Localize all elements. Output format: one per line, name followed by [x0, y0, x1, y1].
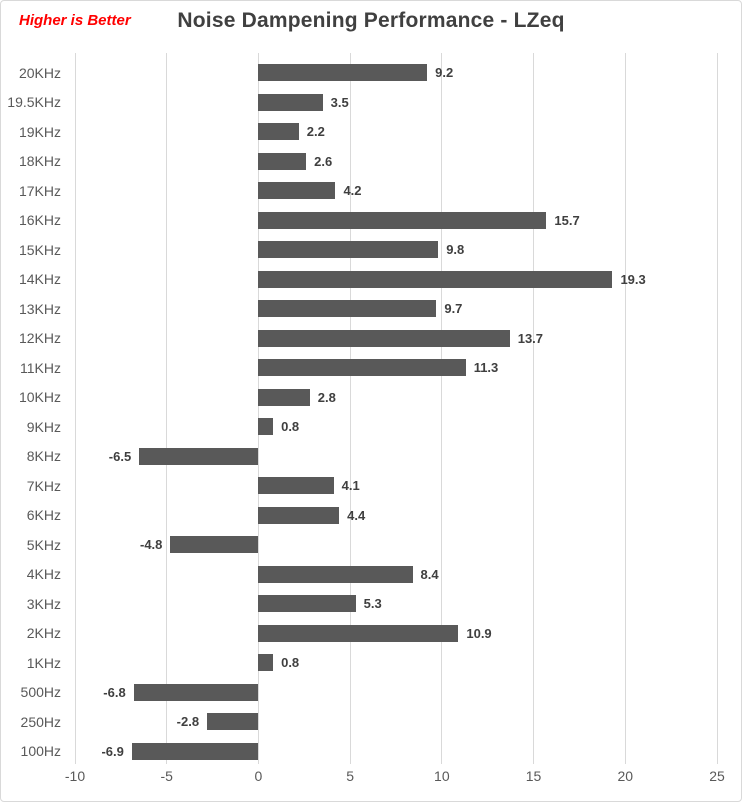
bar	[258, 152, 307, 170]
data-label: 19.3	[620, 271, 646, 287]
bar	[258, 595, 356, 612]
value-axis: -10 -5 0 5 10 15 20 25	[65, 768, 725, 790]
data-label: -6.8	[103, 684, 126, 700]
higher-is-better-annotation: Higher is Better	[19, 12, 131, 29]
bar	[258, 64, 428, 81]
bar	[207, 713, 259, 730]
bar	[258, 388, 310, 406]
data-label: 9.2	[435, 65, 454, 80]
gridline	[74, 53, 76, 764]
category-axis: 20KHz 19.5KHz 19KHz 18KHz 17KHz 16KHz 15KHz 14K…	[1, 53, 63, 764]
bar	[258, 211, 547, 229]
bar	[258, 477, 334, 494]
gridline	[349, 53, 351, 764]
category-label: 500Hz	[20, 684, 61, 700]
bar	[258, 300, 437, 317]
chart-title: Noise Dampening Performance - LZeq	[177, 9, 565, 32]
gridline	[716, 53, 718, 764]
x-axis-tick-label: -10	[64, 768, 86, 784]
bar	[258, 359, 466, 376]
category-label: 5KHz	[26, 536, 61, 553]
gridline	[624, 53, 626, 764]
gridline	[166, 53, 168, 764]
data-label: 2.6	[314, 153, 333, 169]
data-label: 8.4	[420, 566, 439, 582]
data-label: 2.8	[317, 389, 336, 405]
gridline	[441, 53, 443, 764]
data-label: -6.9	[101, 743, 124, 759]
bar	[258, 565, 413, 583]
data-label: 15.7	[554, 212, 580, 228]
bar	[258, 93, 323, 111]
bar	[258, 654, 274, 671]
x-axis-tick-label: -5	[160, 768, 173, 784]
category-label: 4KHz	[26, 566, 61, 582]
category-label: 14KHz	[18, 271, 61, 287]
category-label: 17KHz	[18, 182, 61, 199]
data-label: -4.8	[139, 537, 163, 552]
category-label: 19KHz	[18, 123, 61, 140]
x-axis-tick-label: 10	[434, 768, 450, 784]
category-label: 13KHz	[18, 300, 61, 317]
data-label: 9.8	[446, 242, 465, 257]
category-label: 20KHz	[18, 64, 61, 81]
bar	[258, 506, 340, 524]
category-label: 11KHz	[20, 359, 61, 376]
data-label: 4.2	[343, 183, 362, 198]
data-label: 3.5	[330, 94, 349, 110]
data-label: 4.1	[341, 478, 360, 493]
category-label: 100Hz	[20, 743, 61, 759]
bar	[170, 536, 259, 553]
category-label: 2KHz	[26, 625, 61, 641]
category-label: 18KHz	[18, 153, 61, 169]
category-label: 8KHz	[26, 448, 61, 464]
bar	[258, 624, 459, 642]
data-label: 9.7	[444, 301, 463, 316]
data-label: 10.9	[466, 625, 492, 641]
category-label: 7KHz	[26, 477, 61, 494]
gridline	[533, 53, 535, 764]
bar	[258, 241, 439, 258]
bar	[258, 123, 299, 140]
category-label: 19.5KHz	[7, 94, 61, 110]
data-label: 2.2	[306, 124, 325, 139]
data-label: 5.3	[363, 596, 382, 611]
bar	[258, 418, 274, 435]
category-label: 9KHz	[26, 418, 61, 435]
data-label: -6.5	[108, 448, 132, 464]
data-label: 0.8	[281, 419, 300, 434]
category-label: 15KHz	[18, 241, 61, 258]
x-axis-tick-label: 25	[709, 768, 725, 784]
category-label: 10KHz	[18, 389, 61, 405]
bar	[133, 683, 259, 701]
data-label: 4.4	[347, 507, 366, 523]
category-label: 6KHz	[26, 507, 61, 523]
gridline	[257, 53, 259, 764]
bar	[258, 182, 336, 199]
data-label: 13.7	[517, 330, 544, 346]
bar	[258, 270, 613, 288]
plot-area: 9.2 3.5 2.2 2.6 4.2 15.7 9.8 19.3 9.7 13.7 11.3 2.8…	[74, 53, 718, 764]
data-label: -2.8	[176, 714, 200, 729]
category-label: 1KHz	[26, 654, 61, 671]
x-axis-tick-label: 15	[525, 768, 542, 784]
x-axis-tick-label: 5	[346, 768, 355, 784]
bar	[258, 329, 510, 347]
bar	[131, 742, 259, 760]
x-axis-tick-label: 20	[617, 768, 634, 784]
data-label: 0.8	[281, 655, 300, 670]
x-axis-tick-label: 0	[254, 768, 263, 784]
category-label: 3KHz	[26, 595, 61, 612]
bar	[139, 447, 259, 465]
category-label: 250Hz	[20, 713, 61, 730]
data-label: 11.3	[473, 360, 499, 375]
category-label: 12KHz	[18, 330, 61, 346]
category-label: 16KHz	[18, 212, 61, 228]
